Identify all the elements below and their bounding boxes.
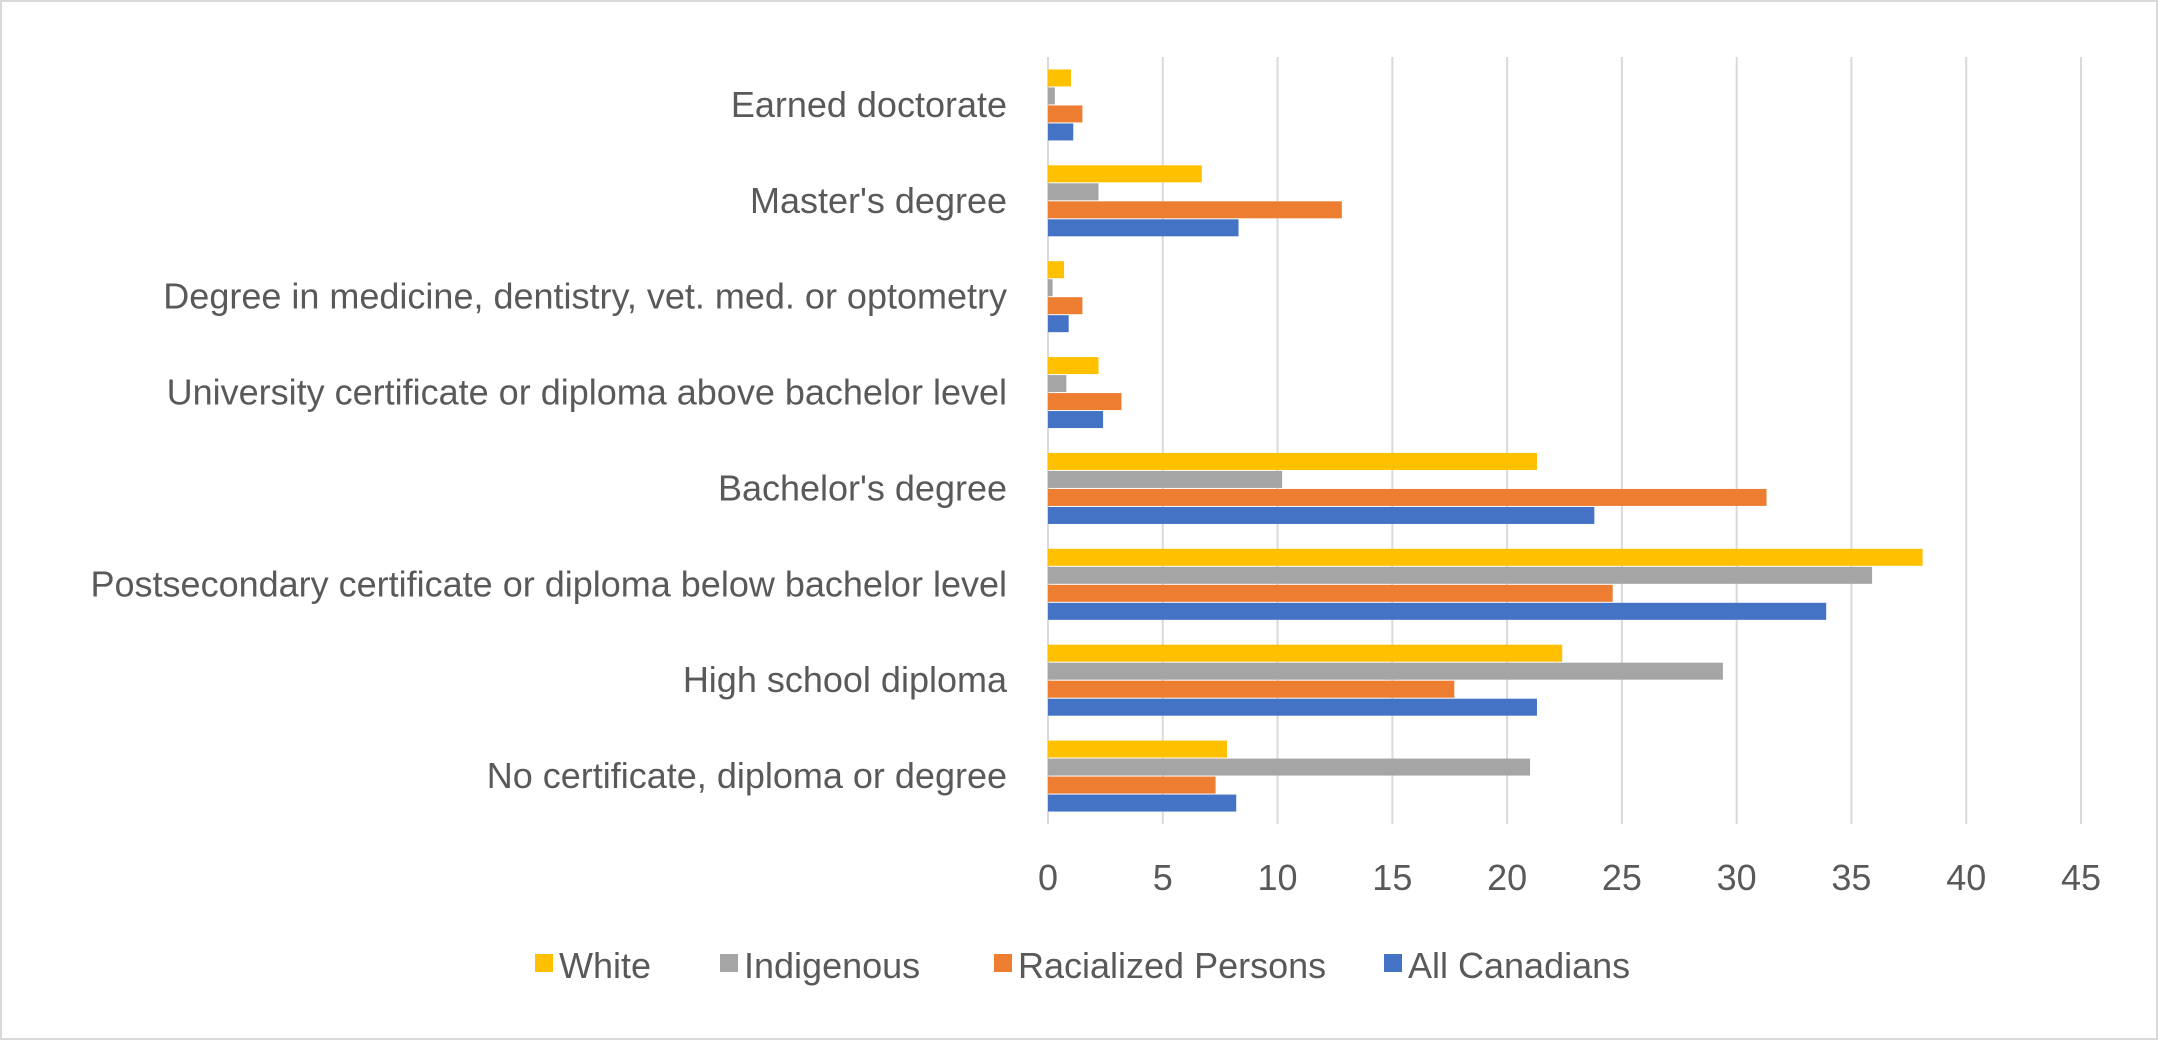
legend-label: All Canadians [1408,945,1630,986]
category-label: Postsecondary certificate or diploma bel… [91,563,1007,604]
bar-all-canadians [1048,602,1827,620]
x-tick-label: 15 [1372,857,1412,898]
gridlines [1047,57,2082,824]
x-tick-label: 25 [1602,857,1642,898]
x-tick-label: 20 [1487,857,1527,898]
bar-racialized-persons [1048,776,1216,794]
bar-racialized-persons [1048,488,1767,506]
legend-label: Racialized Persons [1018,945,1326,986]
bar-all-canadians [1048,794,1237,812]
category-label: Master's degree [750,180,1007,221]
legend-swatch [535,954,553,972]
bar-racialized-persons [1048,201,1342,219]
category-label: Earned doctorate [731,84,1007,125]
bar-white [1048,165,1202,183]
category-label: Bachelor's degree [718,467,1007,508]
bar-indigenous [1048,566,1873,584]
x-tick-label: 45 [2061,857,2101,898]
legend-swatch [1384,954,1402,972]
bar-indigenous [1048,470,1283,488]
bar-indigenous [1048,279,1053,297]
bar-racialized-persons [1048,297,1083,315]
category-label: High school diploma [683,659,1008,700]
bar-white [1048,69,1071,87]
bar-white [1048,261,1065,279]
legend-label: Indigenous [744,945,920,986]
x-tick-label: 5 [1153,857,1173,898]
bar-indigenous [1048,662,1723,680]
bar-indigenous [1048,183,1099,201]
x-tick-label: 30 [1717,857,1757,898]
bar-all-canadians [1048,219,1239,237]
bar-all-canadians [1048,123,1074,141]
x-tick-label: 10 [1258,857,1298,898]
bar-racialized-persons [1048,680,1455,698]
bar-all-canadians [1048,315,1069,333]
x-tick-label: 35 [1831,857,1871,898]
bar-indigenous [1048,375,1067,393]
bar-white [1048,452,1537,470]
bar-indigenous [1048,758,1531,776]
bar-all-canadians [1048,411,1104,429]
bars [1048,69,1923,812]
category-label: University certificate or diploma above … [167,372,1007,413]
x-tick-labels: 0 5 10 15 20 25 30 35 40 45 [1038,857,2101,898]
category-labels: No certificate, diploma or degree High sc… [91,84,1008,796]
bar-racialized-persons [1048,584,1613,602]
bar-white [1048,357,1099,375]
legend: White Indigenous Racialized Persons All Can… [535,945,1630,986]
category-label: Degree in medicine, dentistry, vet. med.… [163,276,1007,317]
bar-white [1048,548,1923,566]
x-tick-label: 40 [1946,857,1986,898]
bar-white [1048,644,1563,662]
legend-label: White [559,945,651,986]
legend-swatch [720,954,738,972]
bar-all-canadians [1048,698,1537,716]
legend-swatch [994,954,1012,972]
bar-racialized-persons [1048,393,1122,411]
bar-all-canadians [1048,506,1595,524]
category-label: No certificate, diploma or degree [487,755,1007,796]
x-tick-label: 0 [1038,857,1058,898]
bar-white [1048,740,1228,758]
bar-indigenous [1048,87,1055,105]
bar-racialized-persons [1048,105,1083,123]
